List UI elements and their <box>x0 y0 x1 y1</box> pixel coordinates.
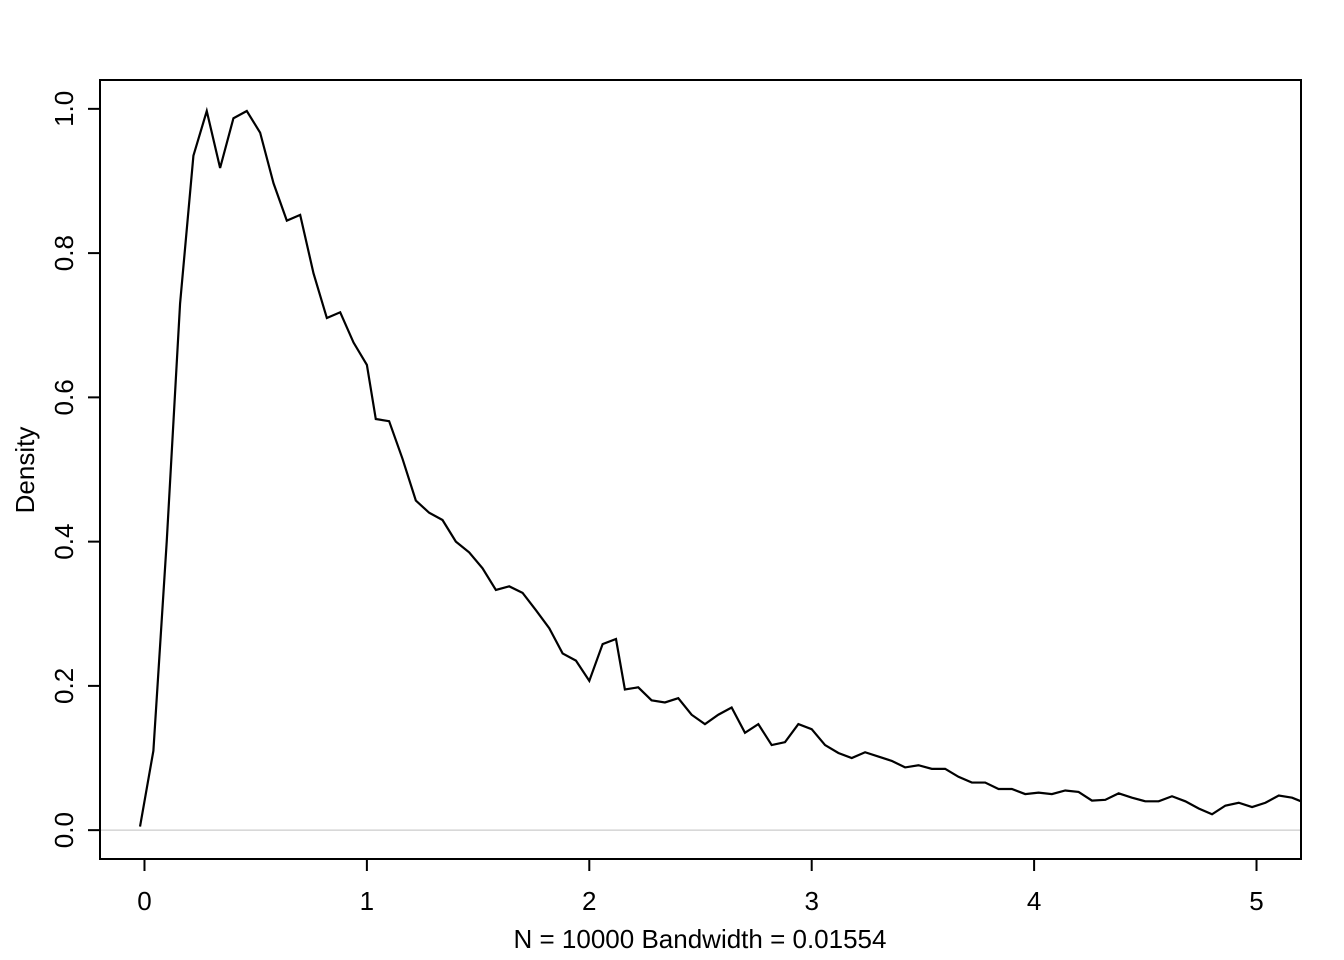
y-tick-label: 0.6 <box>49 379 79 415</box>
x-axis-title: N = 10000 Bandwidth = 0.01554 <box>514 924 887 954</box>
x-tick-label: 3 <box>804 886 818 916</box>
x-tick-label: 5 <box>1249 886 1263 916</box>
density-line-0 <box>138 106 1302 827</box>
x-axis: 0 1 2 3 4 5 <box>137 858 1264 916</box>
y-tick-label: 0.4 <box>49 524 79 560</box>
x-tick-label: 2 <box>582 886 596 916</box>
y-tick-label: 0.8 <box>49 235 79 271</box>
series-layer <box>138 106 1302 827</box>
x-tick-label: 4 <box>1027 886 1041 916</box>
y-tick-label: 0.2 <box>49 668 79 704</box>
y-tick-label: 0.0 <box>49 812 79 848</box>
plot-frame <box>99 79 1302 860</box>
x-tick-label: 1 <box>360 886 374 916</box>
y-axis-title: Density <box>10 427 40 514</box>
x-tick-label: 0 <box>137 886 151 916</box>
y-tick-label: 1.0 <box>49 91 79 127</box>
y-axis: 0.0 0.2 0.4 0.6 0.8 1.0 <box>49 91 101 848</box>
